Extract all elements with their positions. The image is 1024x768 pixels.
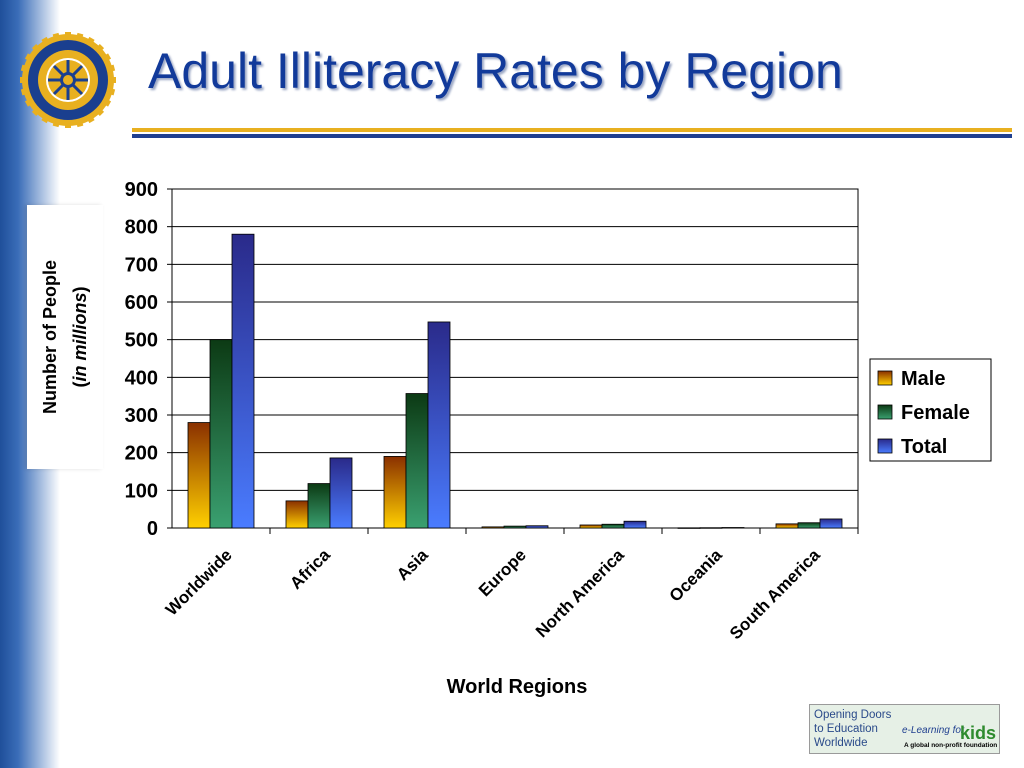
y-axis-label-box: Number of People (in millions) [27,205,103,469]
bar-total-europe [525,525,549,529]
bar-male-worldwide [187,422,211,529]
slide-title: Adult Illiteracy Rates by Region [148,43,843,99]
x-tick-label: Worldwide [162,545,236,619]
bar-total-asia [427,321,451,529]
x-tick-label: Asia [393,545,432,584]
y-tick-label: 0 [147,518,158,540]
x-tick-label: South America [726,545,824,643]
bar-total-south-america [819,518,843,529]
x-tick-label: North America [532,545,628,641]
plot-area [171,188,859,529]
x-axis-label: World Regions [447,676,588,698]
legend-swatch-total [877,438,893,454]
bar-female-worldwide [209,339,233,529]
footer-line-3: Worldwide [814,737,868,749]
bar-male-oceania [677,527,701,529]
x-tick-label: Africa [286,545,334,593]
legend-swatch-male [877,370,893,386]
bar-female-africa [307,483,331,529]
x-tick-label: Oceania [666,545,727,606]
rotary-logo [20,32,116,128]
legend-label-female: Female [901,402,970,424]
y-tick-label: 400 [125,367,158,389]
bar-male-north-america [579,524,603,529]
bar-female-asia [405,393,429,529]
bar-male-europe [481,526,505,529]
y-tick-label: 100 [125,480,158,502]
bar-total-oceania [721,527,745,529]
bar-female-north-america [601,523,625,529]
y-tick-label: 700 [125,254,158,276]
bar-male-asia [383,456,407,529]
bar-total-worldwide [231,233,255,529]
footer-logo: Opening Doors to Education Worldwide e-L… [809,704,1000,754]
bar-total-africa [329,457,353,529]
y-tick-label: 900 [125,179,158,201]
footer-brand: e-Learning for [902,725,965,736]
y-tick-label: 800 [125,217,158,239]
bar-male-africa [285,500,309,529]
legend-label-total: Total [901,436,947,458]
title-underline [132,128,1012,138]
y-tick-label: 600 [125,292,158,314]
bar-female-europe [503,525,527,529]
legend-swatch-female [877,404,893,420]
footer-tagline: A global non-profit foundation [904,742,998,749]
y-tick-label: 300 [125,405,158,427]
footer-brand-kids: kids [960,723,997,743]
footer-line-2: to Education [814,723,878,735]
x-tick-label: Europe [475,545,530,600]
legend-label-male: Male [901,368,945,390]
bar-male-south-america [775,523,799,529]
bar-total-north-america [623,520,647,529]
bar-female-south-america [797,522,821,529]
y-tick-label: 500 [125,330,158,352]
y-tick-label: 200 [125,443,158,465]
footer-line-1: Opening Doors [814,709,892,721]
bar-female-oceania [699,527,723,529]
